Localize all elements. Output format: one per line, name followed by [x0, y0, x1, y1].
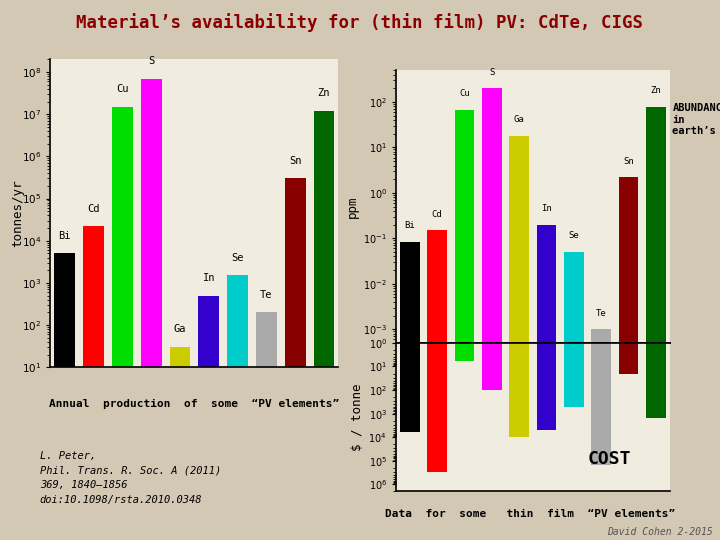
Bar — [427, 0, 447, 472]
Bar — [509, 136, 529, 540]
Bar — [199, 295, 219, 540]
Text: David Cohen 2-2015: David Cohen 2-2015 — [607, 527, 713, 537]
Text: Cd: Cd — [432, 210, 442, 219]
Bar — [256, 312, 276, 540]
Bar — [454, 0, 474, 361]
Text: Ga: Ga — [514, 115, 524, 124]
Bar — [400, 241, 420, 540]
Bar — [536, 225, 557, 540]
Bar — [427, 231, 447, 540]
Bar — [228, 275, 248, 540]
Bar — [482, 0, 502, 390]
Text: Zn: Zn — [318, 88, 330, 98]
Bar — [618, 0, 639, 374]
Bar — [482, 88, 502, 540]
Bar — [564, 252, 584, 540]
Bar — [55, 253, 75, 540]
Text: Bi: Bi — [58, 231, 71, 241]
Text: Se: Se — [569, 232, 579, 240]
Text: Zn: Zn — [651, 86, 661, 95]
Text: Cu: Cu — [116, 84, 129, 94]
Bar — [618, 177, 639, 540]
Text: In: In — [541, 204, 552, 213]
Bar — [646, 0, 666, 418]
Text: L. Peter,
Phil. Trans. R. Soc. A (2011)
369, 1840–1856
doi:10.1098/rsta.2010.034: L. Peter, Phil. Trans. R. Soc. A (2011) … — [40, 451, 221, 505]
Text: Cu: Cu — [459, 89, 469, 98]
Bar — [400, 0, 420, 432]
Text: Data  for  some   thin  film  “PV elements”: Data for some thin film “PV elements” — [385, 509, 675, 519]
Bar — [112, 107, 132, 540]
Text: ABUNDANCE
in
earth’s crust: ABUNDANCE in earth’s crust — [672, 103, 720, 136]
Y-axis label: $ / tonne: $ / tonne — [351, 383, 364, 451]
Text: Te: Te — [260, 289, 273, 300]
Text: S: S — [148, 56, 154, 66]
Text: Cd: Cd — [87, 204, 100, 214]
Bar — [314, 111, 334, 540]
Text: Te: Te — [596, 309, 606, 318]
Text: Bi: Bi — [405, 221, 415, 230]
Bar — [591, 0, 611, 465]
Bar — [591, 329, 611, 540]
Text: Se: Se — [231, 253, 244, 263]
Bar — [646, 106, 666, 540]
Bar — [536, 0, 557, 430]
Bar — [509, 0, 529, 437]
Bar — [285, 178, 305, 540]
Y-axis label: tonnes/yr: tonnes/yr — [12, 179, 24, 247]
Bar — [170, 347, 190, 540]
Bar — [454, 110, 474, 540]
Bar — [141, 79, 161, 540]
Text: Sn: Sn — [624, 157, 634, 166]
Text: Annual  production  of  some  “PV elements”: Annual production of some “PV elements” — [49, 399, 340, 409]
Bar — [84, 226, 104, 540]
Bar — [564, 0, 584, 407]
Text: S: S — [489, 68, 495, 77]
Y-axis label: ppm: ppm — [346, 195, 359, 218]
Text: In: In — [202, 273, 215, 283]
Text: Sn: Sn — [289, 156, 302, 166]
Text: COST: COST — [588, 450, 631, 468]
Text: Material’s availability for (thin film) PV: CdTe, CIGS: Material’s availability for (thin film) … — [76, 14, 644, 32]
Text: Ga: Ga — [174, 325, 186, 334]
